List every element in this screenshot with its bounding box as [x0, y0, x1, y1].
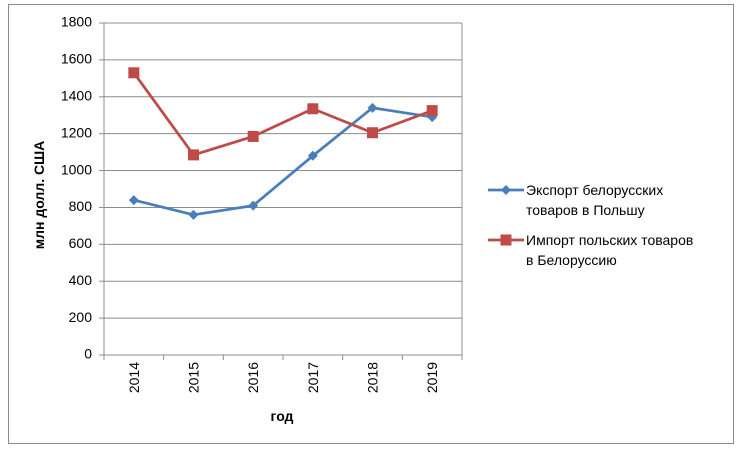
axes [99, 22, 463, 360]
series-line-2 [128, 67, 438, 161]
data-point-diamond [307, 150, 318, 161]
y-tick-label: 200 [69, 309, 93, 325]
y-tick-label: 1600 [61, 51, 92, 67]
x-tick-label: 2019 [424, 362, 440, 393]
y-tick-labels: 0 200 400 600 800 1000 1200 1400 1600 1800 [61, 14, 92, 362]
data-point-square [128, 67, 140, 79]
legend-marker [501, 185, 511, 195]
data-point-diamond [188, 209, 199, 220]
y-tick-label: 1800 [61, 14, 92, 30]
x-tick-label: 2017 [305, 362, 321, 393]
y-tick-label: 0 [84, 346, 92, 362]
y-tick-label: 1400 [61, 87, 92, 103]
series-path [133, 106, 433, 217]
data-point-square [247, 130, 259, 142]
data-point-diamond [128, 195, 139, 206]
y-axis-title: млн долл. США [31, 141, 47, 250]
y-tick-label: 800 [69, 198, 93, 214]
gridlines [104, 22, 462, 319]
legend-entry-2: Импорт польских товаров в Белоруссию [488, 232, 693, 268]
data-point-square [188, 149, 199, 161]
data-point-diamond [248, 200, 259, 211]
legend-entry-1: Экспорт белорусских товаров в Польшу [488, 182, 663, 218]
x-axis-title: год [271, 408, 294, 424]
data-point-square [367, 127, 378, 139]
data-point-square [426, 105, 438, 117]
x-tick-label: 2015 [186, 362, 202, 393]
data-point-square [307, 103, 319, 115]
x-tick-labels: 2014 2015 2016 2017 2018 2019 [126, 362, 440, 393]
y-tick-label: 1200 [61, 124, 92, 140]
legend-label: Импорт польских товаров [526, 232, 693, 248]
y-tick-label: 600 [69, 235, 93, 251]
legend-label: товаров в Польшу [526, 202, 645, 218]
series-path [132, 71, 433, 157]
legend-label: Экспорт белорусских [526, 182, 663, 198]
series [128, 67, 438, 220]
data-point-diamond [367, 102, 378, 113]
series-line-1 [128, 102, 438, 220]
x-tick-label: 2018 [365, 362, 381, 393]
y-tick-label: 1000 [61, 161, 92, 177]
x-tick-label: 2016 [245, 362, 261, 393]
legend: Экспорт белорусских товаров в Польшу Импор… [488, 182, 693, 268]
y-tick-label: 400 [69, 272, 93, 288]
legend-marker [500, 234, 512, 246]
legend-label: в Белоруссию [526, 252, 617, 268]
x-tick-label: 2014 [126, 362, 142, 393]
